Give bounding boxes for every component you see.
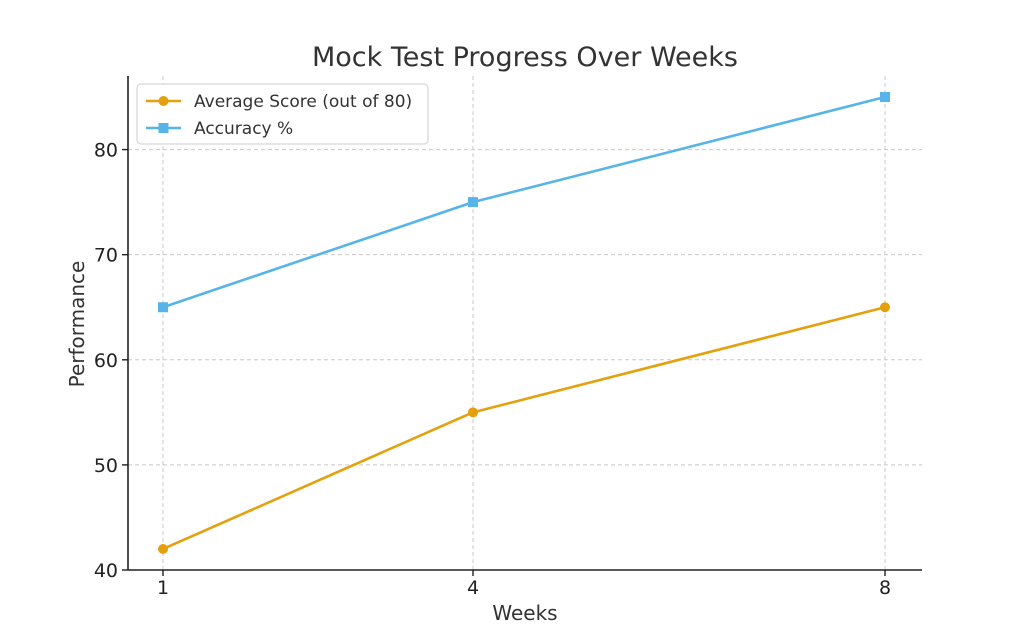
legend: Average Score (out of 80) Accuracy %: [136, 83, 429, 145]
legend-label: Accuracy %: [194, 119, 293, 139]
y-axis-label: Performance: [65, 261, 89, 388]
legend-swatch-square: [158, 123, 169, 133]
grid-lines: [128, 76, 922, 571]
chart-title: Mock Test Progress Over Weeks: [312, 42, 738, 73]
y-axis-ticks: 40 50 60 70 80: [94, 140, 128, 582]
x-tick-label: 8: [879, 577, 891, 599]
y-tick-label: 60: [94, 350, 118, 372]
data-point-circle: [158, 543, 168, 554]
data-point-circle: [880, 302, 890, 313]
data-point-circle: [468, 407, 478, 418]
legend-box: [136, 83, 429, 145]
data-point-square: [880, 92, 890, 103]
y-tick-label: 50: [94, 455, 118, 477]
y-tick-label: 40: [94, 560, 118, 582]
legend-label: Average Score (out of 80): [194, 92, 412, 112]
y-tick-label: 70: [94, 245, 118, 267]
x-tick-label: 4: [467, 577, 479, 599]
series-line: [161, 305, 887, 551]
legend-swatch-circle: [158, 96, 169, 106]
series-layer: [158, 92, 890, 554]
x-axis-label: Weeks: [492, 601, 557, 625]
data-point-square: [468, 197, 478, 208]
y-tick-label: 80: [94, 140, 118, 162]
x-axis-ticks: 1 4 8: [157, 570, 891, 599]
data-point-square: [158, 302, 168, 313]
x-tick-label: 1: [157, 577, 169, 599]
